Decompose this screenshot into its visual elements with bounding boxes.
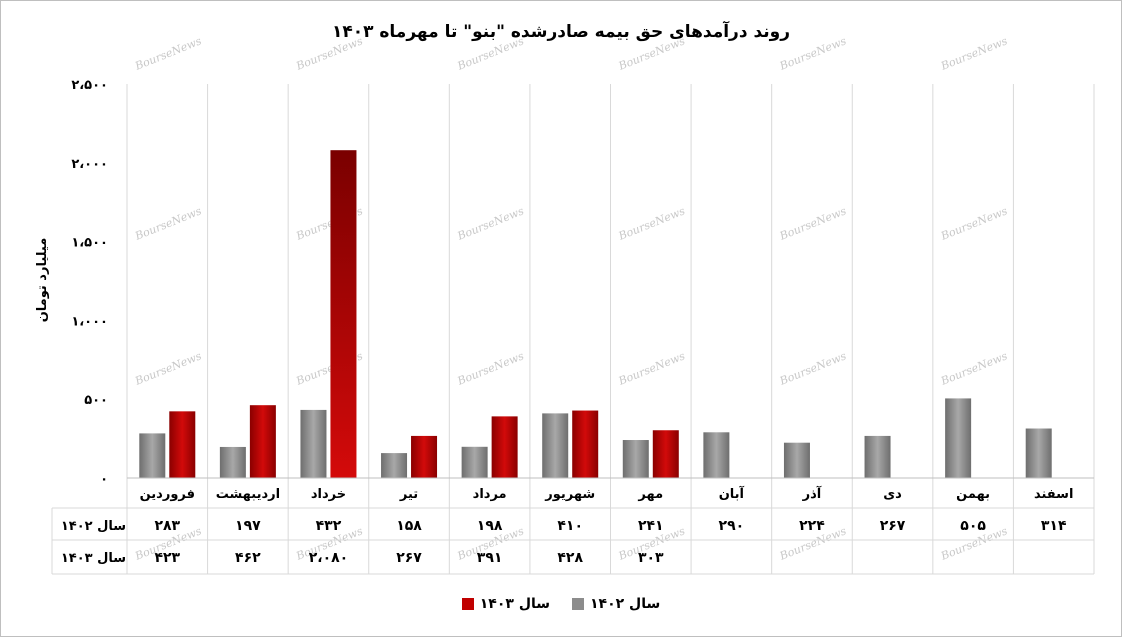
- table-row-header: سال ۱۴۰۲: [61, 519, 126, 534]
- watermark-text: BourseNews: [132, 349, 203, 388]
- x-tick-label: مهر: [637, 487, 663, 502]
- data-label: ۱۹۸: [477, 518, 503, 534]
- data-label: ۳۹۱: [477, 550, 503, 566]
- legend: سال ۱۴۰۳ سال ۱۴۰۲: [0, 596, 1122, 612]
- bar-1402: [622, 440, 649, 478]
- bar-1402: [381, 453, 408, 478]
- y-axis-label: میلیارد تومان: [35, 238, 50, 323]
- axis-layer: ۰ ۵۰۰ ۱،۰۰۰ ۱،۵۰۰ ۲،۰۰۰ ۲،۵۰۰: [71, 78, 1094, 487]
- watermark-layer: BourseNews BourseNews BourseNews BourseNews…: [132, 34, 1009, 563]
- bar-1402: [1025, 428, 1052, 478]
- bar-1403: [411, 435, 438, 478]
- x-tick-label: خرداد: [311, 487, 346, 502]
- watermark-text: BourseNews: [293, 34, 364, 73]
- x-tick-label: آذر: [802, 485, 822, 502]
- data-label: ۱۵۸: [396, 518, 422, 534]
- data-label: ۵۰۵: [960, 518, 986, 534]
- watermark-text: BourseNews: [132, 204, 203, 243]
- watermark-text: BourseNews: [938, 204, 1009, 243]
- watermark-text: BourseNews: [777, 349, 848, 388]
- bar-1403: [572, 410, 599, 478]
- y-tick-label: ۵۰۰: [84, 393, 108, 408]
- data-label: ۴۱۰: [557, 518, 583, 534]
- bar-1403: [491, 416, 518, 478]
- x-tick-label: مرداد: [473, 487, 507, 502]
- watermark-text: BourseNews: [455, 34, 526, 73]
- legend-item-1403: سال ۱۴۰۳: [461, 596, 550, 612]
- data-label: ۲۹۰: [719, 518, 745, 534]
- watermark-text: BourseNews: [616, 349, 687, 388]
- data-label: ۲۶۷: [396, 550, 422, 566]
- y-tick-label: ۲،۰۰۰: [71, 157, 108, 172]
- bar-1402: [945, 398, 972, 478]
- watermark-text: BourseNews: [455, 204, 526, 243]
- bar-1403: [169, 411, 196, 478]
- y-tick-label: ۰: [100, 472, 108, 487]
- data-label: ۴۲۳: [154, 550, 180, 566]
- x-tick-label: اسفند: [1034, 487, 1073, 502]
- watermark-text: BourseNews: [777, 204, 848, 243]
- data-label: ۴۳۲: [316, 518, 342, 534]
- data-label: ۲،۰۸۰: [309, 550, 349, 566]
- data-label: ۲۸۳: [154, 518, 180, 534]
- legend-swatch-1402: [572, 598, 584, 610]
- x-tick-label: بهمن: [956, 487, 990, 502]
- bars-layer: [139, 150, 1052, 478]
- table-row-header: سال ۱۴۰۳: [61, 551, 126, 566]
- x-tick-label: آبان: [719, 485, 745, 502]
- bar-1402: [542, 413, 569, 478]
- bar-1402: [461, 446, 488, 478]
- chart-title: روند درآمدهای حق بیمه صادرشده "بنو" تا م…: [331, 22, 791, 42]
- y-tick-label: ۱،۰۰۰: [71, 314, 108, 329]
- legend-label-1403: سال ۱۴۰۳: [479, 596, 550, 612]
- data-table: فروردین اردیبهشت خرداد تیر مرداد شهریور مهر آبا…: [51, 485, 1094, 575]
- x-tick-label: دی: [883, 487, 902, 502]
- bar-1403: [652, 430, 679, 478]
- bar-1403: [249, 405, 276, 478]
- legend-label-1402: سال ۱۴۰۲: [590, 596, 661, 612]
- x-tick-label: شهریور: [544, 487, 595, 502]
- bar-1403: [330, 150, 357, 478]
- watermark-text: BourseNews: [938, 349, 1009, 388]
- grid-layer: [126, 84, 1095, 574]
- data-label: ۳۰۳: [638, 550, 664, 566]
- data-label: ۲۲۴: [799, 518, 825, 534]
- data-label: ۲۴۱: [638, 518, 664, 534]
- watermark-text: BourseNews: [132, 34, 203, 73]
- legend-item-1402: سال ۱۴۰۲: [572, 596, 660, 612]
- bar-1402: [139, 433, 166, 478]
- bar-1402: [783, 442, 810, 478]
- bar-1402: [300, 409, 327, 478]
- data-label: ۴۶۲: [235, 550, 261, 566]
- y-tick-label: ۲،۵۰۰: [71, 78, 108, 93]
- data-label: ۳۱۴: [1041, 518, 1067, 534]
- x-tick-label: تیر: [399, 487, 418, 502]
- bar-1402: [219, 446, 246, 478]
- data-label: ۲۶۷: [880, 518, 906, 534]
- bar-1402: [864, 435, 891, 478]
- watermark-text: BourseNews: [616, 34, 687, 73]
- watermark-text: BourseNews: [938, 34, 1009, 73]
- y-tick-label: ۱،۵۰۰: [71, 236, 108, 251]
- data-label: ۴۲۸: [557, 550, 583, 566]
- x-tick-label: فروردین: [140, 487, 195, 502]
- legend-swatch-1403: [461, 598, 474, 610]
- watermark-text: BourseNews: [616, 204, 687, 243]
- data-label: ۱۹۷: [235, 518, 261, 534]
- bar-1402: [703, 432, 730, 478]
- watermark-text: BourseNews: [777, 34, 848, 73]
- x-tick-label: اردیبهشت: [216, 487, 280, 502]
- watermark-text: BourseNews: [455, 349, 526, 388]
